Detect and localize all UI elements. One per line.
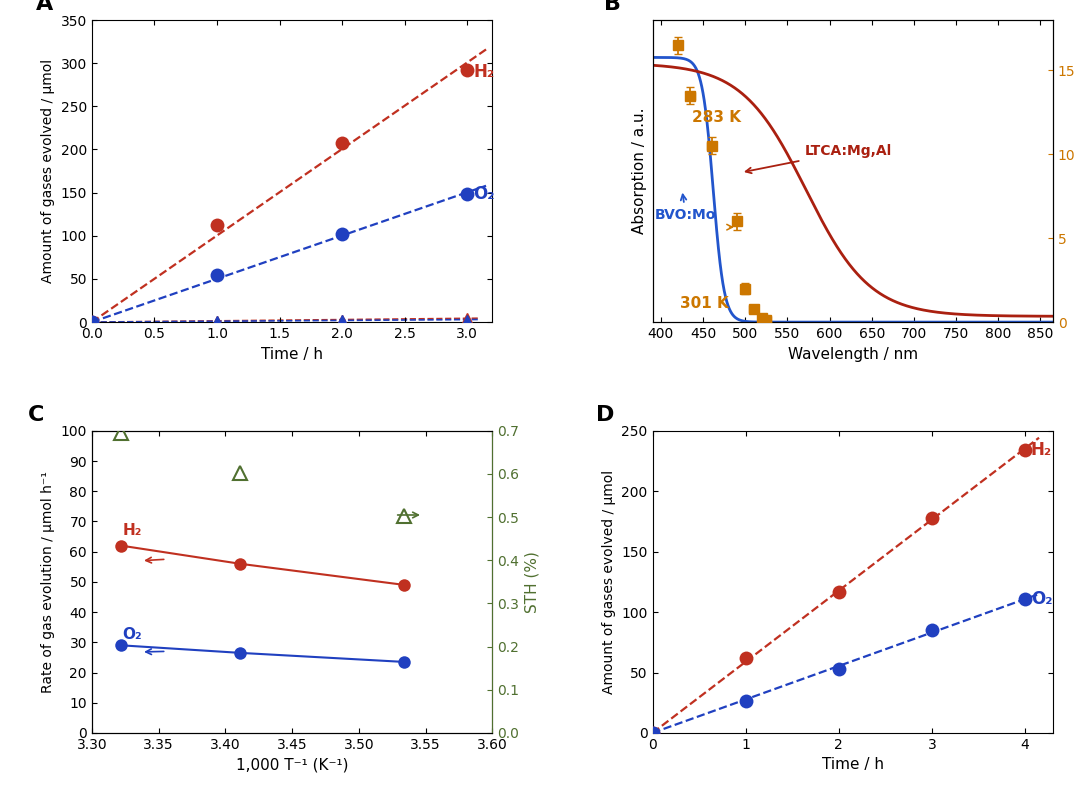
Text: 283 K: 283 K — [692, 110, 741, 125]
X-axis label: Wavelength / nm: Wavelength / nm — [787, 347, 918, 361]
Y-axis label: Amount of gases evolved / μmol: Amount of gases evolved / μmol — [602, 470, 616, 694]
Text: H₂: H₂ — [122, 523, 141, 538]
Y-axis label: Absorption / a.u.: Absorption / a.u. — [632, 108, 647, 235]
Y-axis label: STH (%): STH (%) — [525, 551, 540, 613]
Text: LTCA:Mg,Al: LTCA:Mg,Al — [745, 144, 891, 173]
X-axis label: 1,000 T⁻¹ (K⁻¹): 1,000 T⁻¹ (K⁻¹) — [235, 757, 348, 772]
Text: H₂: H₂ — [1030, 441, 1052, 459]
Text: C: C — [28, 405, 44, 425]
Text: 301 K: 301 K — [680, 296, 729, 311]
Text: O₂: O₂ — [1030, 590, 1052, 608]
Y-axis label: Amount of gases evolved / μmol: Amount of gases evolved / μmol — [41, 59, 55, 283]
Text: O₂: O₂ — [473, 185, 495, 203]
Y-axis label: Rate of gas evolution / μmol h⁻¹: Rate of gas evolution / μmol h⁻¹ — [41, 471, 55, 693]
Text: D: D — [596, 405, 615, 425]
X-axis label: Time / h: Time / h — [822, 757, 883, 772]
X-axis label: Time / h: Time / h — [261, 347, 323, 361]
Text: A: A — [36, 0, 53, 14]
Text: BVO:Mo: BVO:Mo — [656, 195, 716, 222]
Text: B: B — [605, 0, 621, 14]
Text: O₂: O₂ — [122, 627, 143, 642]
Text: H₂: H₂ — [473, 62, 495, 81]
